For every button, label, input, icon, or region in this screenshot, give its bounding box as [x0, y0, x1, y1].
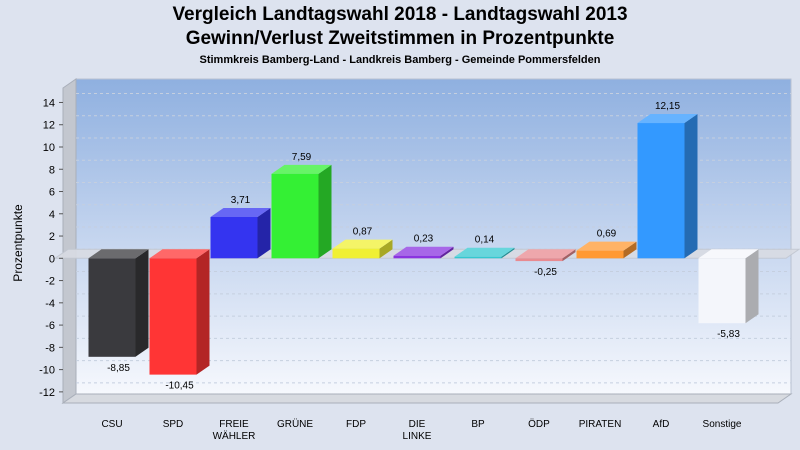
y-tick-label: 4 [49, 209, 55, 221]
y-tick-label: 8 [49, 164, 55, 176]
bar [271, 164, 332, 259]
x-tick-label: CSU [101, 419, 122, 430]
plot-left-wall [62, 78, 77, 404]
data-label: -10,45 [165, 381, 194, 392]
data-label: -8,85 [107, 363, 130, 374]
bar-side [623, 241, 637, 259]
bar-top [515, 249, 576, 259]
y-tick-label: 6 [49, 187, 55, 199]
x-tick-label: WÄHLER [213, 430, 256, 442]
x-tick-label: FDP [346, 419, 366, 430]
bar-side [196, 249, 210, 375]
bar [332, 239, 393, 259]
x-tick-label: PIRATEN [579, 419, 622, 430]
data-label: 12,15 [655, 101, 680, 112]
x-tick-label: ÖDP [528, 418, 550, 430]
bar-top [271, 164, 332, 174]
y-tick-label: 2 [49, 231, 55, 243]
data-label: 0,87 [353, 227, 373, 238]
y-tick-label: -8 [45, 342, 55, 354]
x-tick-label: DIE [409, 419, 426, 430]
bar-side [379, 239, 393, 259]
x-tick-label: GRÜNE [277, 418, 313, 430]
bar-front [149, 258, 197, 375]
bar-front [454, 256, 502, 259]
y-tick-label: 0 [49, 253, 55, 265]
bar-top [210, 208, 271, 218]
chart-subtitle: Stimmkreis Bamberg-Land - Landkreis Bamb… [199, 54, 601, 66]
bar [454, 247, 515, 259]
bar-top [698, 249, 759, 259]
bar-front [271, 173, 319, 259]
bar-front [393, 255, 441, 259]
bar [149, 249, 210, 375]
bar-side [440, 246, 454, 259]
y-tick-label: -2 [45, 276, 55, 288]
bar-side [318, 164, 332, 259]
bar-top [332, 239, 393, 249]
bar-front [637, 123, 685, 259]
bar-side [501, 247, 515, 259]
bar-side [745, 249, 759, 324]
bar-side [257, 208, 271, 259]
data-label: 0,69 [597, 229, 617, 240]
y-tick-label: -6 [45, 320, 55, 332]
bar-top [393, 246, 454, 256]
bar [698, 249, 759, 324]
bar-front [88, 258, 136, 357]
x-tick-label: LINKE [403, 431, 432, 442]
y-tick-label: 12 [43, 120, 55, 132]
x-tick-label: SPD [163, 419, 184, 430]
x-tick-label: FREIE [219, 419, 249, 430]
bar [637, 114, 698, 259]
bar-side [135, 249, 149, 357]
data-label: 0,23 [414, 234, 434, 245]
x-tick-label: BP [471, 419, 485, 430]
y-tick-label: -12 [39, 387, 55, 399]
bar-top [637, 114, 698, 124]
y-axis-label: Prozentpunkte [11, 204, 25, 282]
bar [393, 246, 454, 259]
data-label: 3,71 [231, 195, 251, 206]
data-label: 7,59 [292, 152, 312, 163]
data-label: -0,25 [534, 267, 557, 278]
bar-top [88, 249, 149, 259]
bar [515, 249, 576, 262]
bar-top [576, 241, 637, 251]
bar-side [562, 249, 576, 262]
bar-front [515, 258, 563, 262]
chart-title: Vergleich Landtagswahl 2018 - Landtagswa… [172, 4, 628, 25]
x-tick-label: Sonstige [703, 419, 742, 430]
bar [88, 249, 149, 357]
x-tick-label: AfD [653, 419, 670, 430]
plot-floor [61, 393, 793, 404]
bar-front [576, 250, 624, 259]
bar-front [332, 248, 380, 259]
data-label: 0,14 [475, 235, 495, 246]
data-label: -5,83 [717, 329, 740, 340]
bar-front [210, 217, 258, 259]
chart-title-line2: Gewinn/Verlust Zweitstimmen in Prozentpu… [185, 28, 615, 49]
bar [210, 208, 271, 259]
bar-front [698, 258, 746, 324]
y-tick-label: -4 [45, 298, 55, 310]
y-tick-label: 10 [43, 142, 55, 154]
bar-top [454, 247, 515, 257]
y-tick-label: 14 [43, 97, 55, 109]
y-tick-label: -10 [39, 365, 55, 377]
bar [576, 241, 637, 259]
bar-top [149, 249, 210, 259]
bar-side [684, 114, 698, 259]
